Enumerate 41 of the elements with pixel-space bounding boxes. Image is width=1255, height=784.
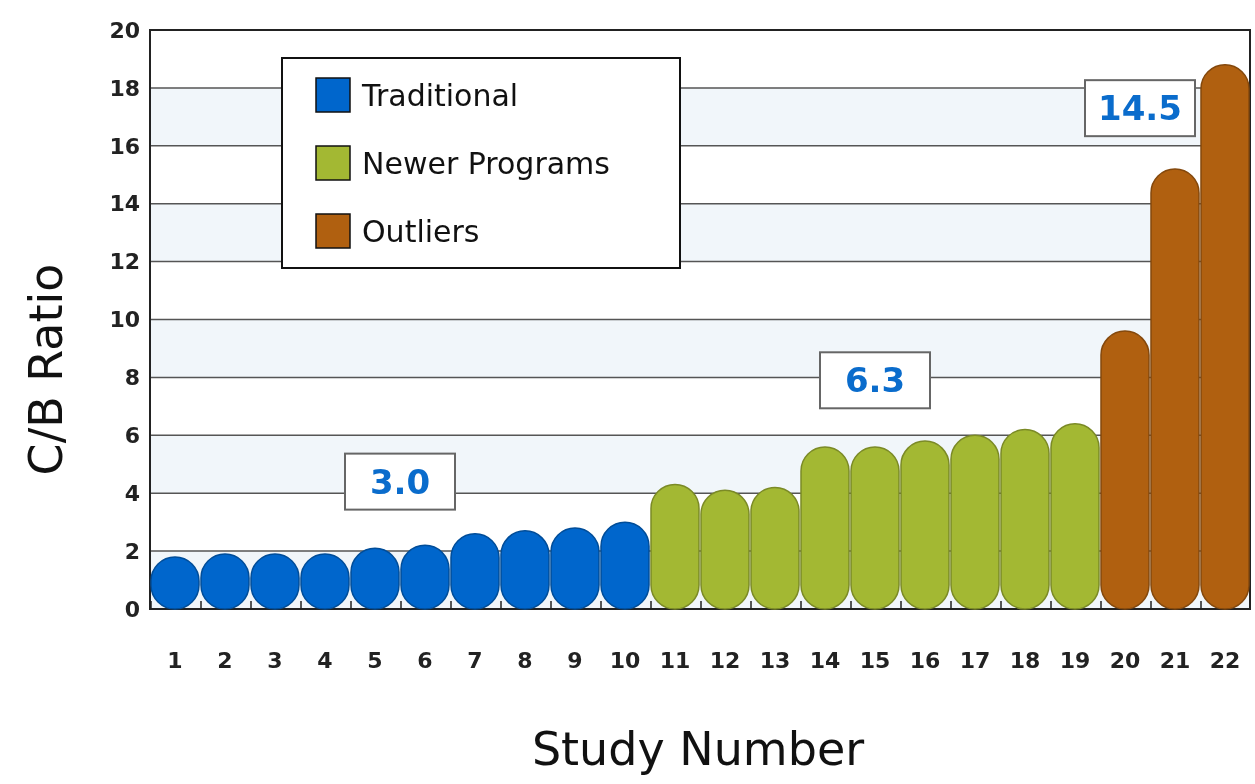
- y-tick-label: 4: [124, 480, 140, 506]
- x-tick-label: 3: [267, 648, 283, 673]
- x-tick-label: 19: [1059, 648, 1091, 673]
- x-tick-label: 8: [517, 648, 533, 673]
- x-tick-label: 11: [659, 648, 691, 673]
- x-tick-label: 22: [1209, 648, 1241, 673]
- annotation: 14.5: [1098, 88, 1182, 129]
- y-tick-label: 2: [124, 538, 140, 564]
- x-tick-label: 13: [759, 648, 791, 673]
- x-tick-label: 1: [167, 648, 183, 673]
- x-tick-label: 16: [909, 648, 941, 673]
- y-axis-title: C/B Ratio: [19, 263, 73, 476]
- y-tick-label: 20: [109, 17, 140, 43]
- legend-label: Outliers: [362, 213, 480, 249]
- x-tick-label: 7: [467, 648, 483, 673]
- y-tick-label: 16: [109, 133, 140, 159]
- y-tick-label: 14: [109, 191, 140, 217]
- x-tick-label: 17: [959, 648, 991, 673]
- x-tick-label: 4: [317, 648, 333, 673]
- x-tick-label: 15: [859, 648, 891, 673]
- x-tick-label: 12: [709, 648, 741, 673]
- x-tick-label: 5: [367, 648, 383, 673]
- x-tick-label: 10: [609, 648, 641, 673]
- x-axis-title: Study Number: [531, 722, 865, 776]
- annotation: 6.3: [844, 360, 906, 401]
- x-tick-label: 6: [417, 648, 433, 673]
- x-tick-label: 2: [217, 648, 233, 673]
- y-tick-label: 12: [109, 249, 140, 275]
- y-tick-label: 0: [124, 596, 140, 622]
- y-tick-label: 10: [109, 307, 140, 333]
- x-tick-label: 9: [567, 648, 583, 673]
- y-tick-label: 8: [124, 365, 140, 391]
- x-tick-label: 18: [1009, 648, 1041, 673]
- y-tick-label: 18: [109, 75, 140, 101]
- legend-label: Traditional: [361, 77, 519, 113]
- legend-label: Newer Programs: [362, 145, 610, 181]
- y-tick-label: 6: [124, 423, 140, 448]
- x-tick-label: 20: [1109, 648, 1141, 673]
- annotation: 3.0: [369, 461, 431, 502]
- x-tick-label: 21: [1159, 648, 1191, 673]
- x-tick-label: 14: [809, 648, 841, 673]
